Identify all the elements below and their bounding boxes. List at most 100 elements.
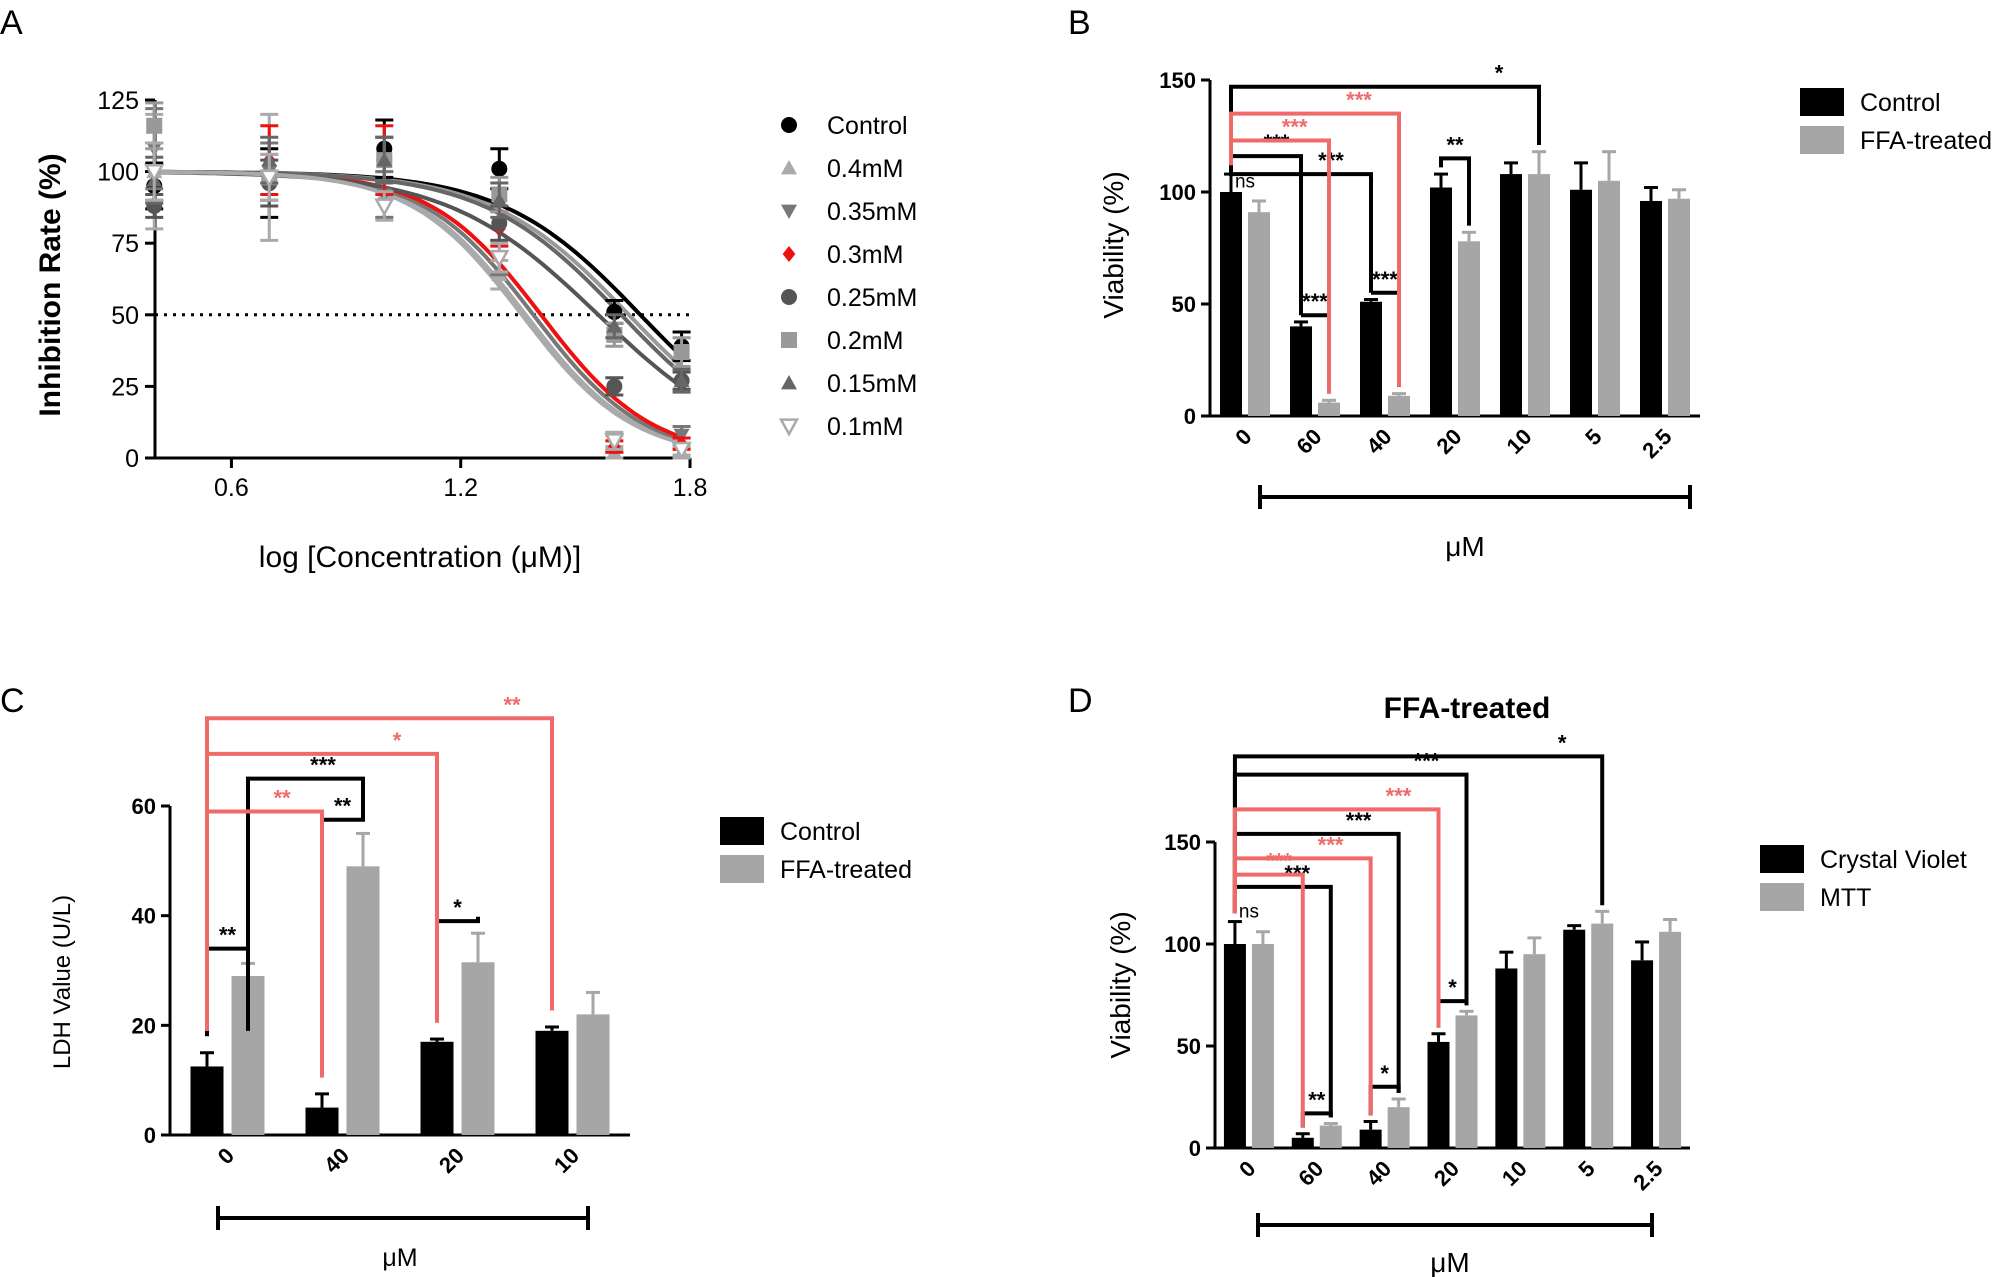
chart-b-bar-Control [1500, 174, 1522, 416]
chart-c-annotation-label: * [393, 728, 402, 753]
chart-a-legend-label: 0.25mM [827, 284, 917, 312]
chart-d-bar-MTT [1251, 944, 1274, 1148]
chart-d-x-tick-label: 0 [1234, 1156, 1260, 1182]
chart-a-y-tick-label: 75 [111, 230, 139, 258]
chart-b-legend-swatch [1800, 126, 1844, 154]
chart-d-bar-MTT [1659, 931, 1682, 1148]
chart-d-annotation-label: * [1380, 1061, 1389, 1086]
chart-d-title: FFA-treated [1384, 692, 1551, 725]
chart-d-legend-swatch [1760, 883, 1804, 911]
chart-d-x-tick-label: 60 [1293, 1156, 1328, 1191]
chart-d-bar-Crystal Violet [1223, 944, 1246, 1148]
chart-a-point-0.25mM [606, 378, 623, 395]
chart-a-point-0.1mM [489, 249, 510, 269]
chart-d-y-tick-label: 100 [1164, 932, 1201, 957]
chart-c-bar-Control [535, 1030, 569, 1135]
chart-b-bar-Control [1640, 200, 1662, 416]
chart-d-y-tick-label: 150 [1164, 830, 1201, 855]
chart-c-bar-Control [305, 1107, 339, 1135]
chart-c-x-label: μM [382, 1244, 417, 1272]
chart-c-annotation-label: ** [219, 923, 237, 948]
chart-a-legend-marker [781, 117, 797, 133]
chart-c-y-tick-label: 0 [144, 1123, 156, 1148]
chart-a-legend-marker [781, 375, 797, 390]
chart-c-legend-swatch [720, 855, 764, 883]
chart-a-y-tick-label: 50 [111, 302, 139, 330]
chart-c-x-tick-label: 10 [549, 1143, 584, 1178]
chart-b-x-tick-label: 5 [1580, 424, 1606, 450]
chart-d-bar-MTT [1455, 1015, 1478, 1148]
chart-b-annotation-bracket [1439, 156, 1471, 226]
chart-c-y-label: LDH Value (U/L) [49, 895, 76, 1069]
chart-d-x-tick-label: 2.5 [1628, 1156, 1667, 1195]
chart-d-bar-Crystal Violet [1495, 968, 1518, 1148]
chart-b-y-label: Viability (%) [1098, 171, 1129, 318]
chart-a-point-0.1mM [671, 441, 692, 460]
chart-b-annotation-bracket [1229, 111, 1401, 387]
chart-d-annotation-label: ** [1308, 1087, 1326, 1112]
chart-b-x-tick-label: 2.5 [1637, 424, 1676, 463]
chart-d-x-tick-label: 20 [1429, 1156, 1464, 1191]
chart-d-bar-Crystal Violet [1563, 929, 1586, 1148]
panel-letter-a: A [0, 4, 23, 42]
chart-b-bar-FFA-treated [1458, 241, 1480, 416]
chart-c-bar-FFA-treated [346, 866, 380, 1135]
chart-d-bar-MTT [1319, 1125, 1342, 1148]
chart-d-bar-MTT [1591, 923, 1614, 1148]
chart-b-bar-Control [1220, 192, 1242, 416]
panel-letter-c: C [0, 682, 25, 720]
chart-a-x-label: log [Concentration (μM)] [259, 541, 581, 574]
chart-a-y-label: Inhibition Rate (%) [34, 153, 67, 416]
chart-a-legend-label: 0.2mM [827, 327, 903, 355]
chart-a-y-tick-label: 0 [125, 445, 139, 473]
chart-a-y-tick-label: 100 [97, 159, 139, 187]
chart-d-bar-Crystal Violet [1427, 1041, 1450, 1148]
chart-b-bar-FFA-treated [1388, 395, 1410, 416]
chart-a-x-tick-label: 1.8 [673, 474, 708, 502]
chart-c-y-tick-label: 40 [132, 904, 156, 929]
chart-a-point-0.2mM [673, 344, 690, 361]
chart-b-x-tick-label: 10 [1502, 424, 1537, 459]
chart-a-legend-label: 0.1mM [827, 413, 903, 441]
chart-d-bar-Crystal Violet [1631, 960, 1654, 1148]
chart-d-bar-MTT [1523, 954, 1546, 1148]
chart-d-annotation-bracket [1232, 807, 1441, 1028]
chart-c-bar-FFA-treated [576, 1014, 610, 1135]
chart-b-bar-FFA-treated [1318, 402, 1340, 416]
chart-c-annotation-label: ** [334, 794, 352, 819]
chart-c-legend-swatch [720, 817, 764, 845]
chart-d: FFA-treated Viability (%) μM 0 50 100 150 0 6… [1105, 692, 1967, 1277]
chart-b-bar-Control [1570, 189, 1592, 416]
chart-a-point-0.1mM [259, 169, 280, 188]
chart-b-x-tick-label: 60 [1292, 424, 1327, 459]
chart-b-annotation-label: *** [1302, 289, 1328, 314]
chart-b-x-label: μM [1445, 531, 1484, 562]
chart-c-annotation-bracket [205, 716, 554, 1031]
chart-b-bar-Control [1430, 187, 1452, 416]
chart-b-annotation-label: *** [1318, 148, 1344, 173]
chart-a-y-tick-label: 25 [111, 373, 139, 401]
chart-a-legend-label: Control [827, 112, 908, 140]
chart-d-annotation-label: *** [1386, 783, 1412, 808]
chart-d-x-tick-label: 10 [1497, 1156, 1532, 1191]
chart-c-legend-label: FFA-treated [780, 856, 912, 884]
chart-a-x-tick-label: 1.2 [443, 474, 478, 502]
chart-d-annotation-label: *** [1414, 749, 1440, 774]
chart-b-bar-Control [1360, 301, 1382, 416]
chart-b-y-tick-label: 100 [1159, 180, 1196, 205]
chart-a-point-0.25mM [491, 215, 508, 232]
chart-c-annotation-label: * [453, 895, 462, 920]
chart-b-x-tick-label: 20 [1432, 424, 1467, 459]
chart-a-y-tick-label: 125 [97, 87, 139, 115]
chart-d-annotation-label: * [1558, 730, 1567, 755]
panel-letter-b: B [1068, 4, 1091, 42]
chart-b-y-tick-label: 0 [1184, 404, 1196, 429]
chart-b-legend-label: Control [1860, 89, 1941, 117]
panel-letter-d: D [1068, 682, 1093, 720]
chart-b-annotation-label: *** [1346, 88, 1372, 113]
chart-c-y-tick-label: 20 [132, 1013, 156, 1038]
chart-a-point-Control [491, 160, 508, 177]
chart-b-bar-FFA-treated [1668, 198, 1690, 416]
chart-c-legend-label: Control [780, 818, 861, 846]
